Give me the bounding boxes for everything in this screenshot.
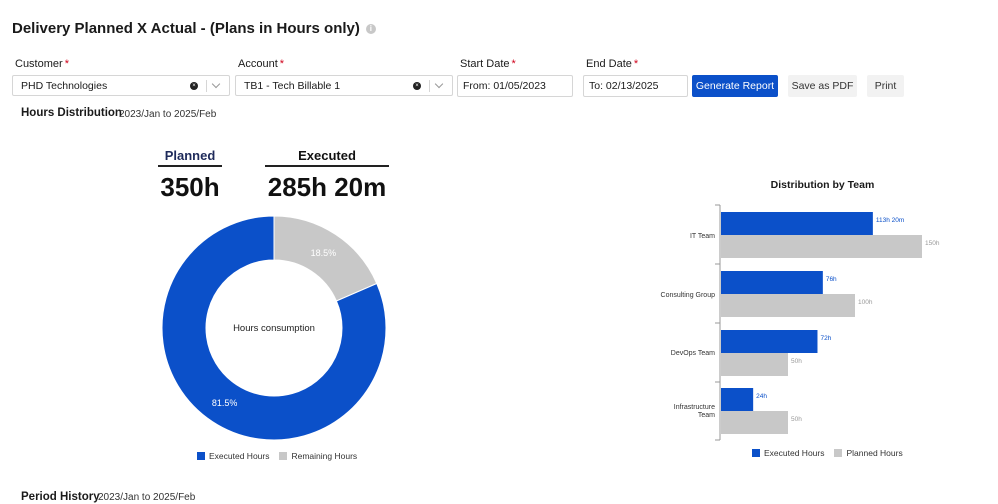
team-label-devops-team: DevOps Team	[670, 350, 715, 357]
account-select[interactable]: TB1 - Tech Billable 1 ×	[235, 75, 453, 96]
planned-label: Planned	[164, 148, 216, 163]
chevron-down-icon[interactable]	[434, 79, 444, 89]
devops-team-executed-value-label: 72h	[820, 335, 831, 342]
end-date-input[interactable]: To: 02/13/2025	[583, 75, 688, 97]
executed-percent-label: 81.5%	[212, 398, 238, 408]
consulting-group-planned-bar[interactable]	[721, 294, 855, 317]
executed-value: 285h 20m	[267, 172, 387, 202]
account-select-value: TB1 - Tech Billable 1	[244, 79, 341, 92]
generate-report-button[interactable]: Generate Report	[692, 75, 778, 97]
planned-hours-legend-swatch	[834, 449, 843, 457]
customer-label: Customer *	[15, 58, 69, 70]
remaining-slice[interactable]	[273, 215, 378, 302]
executed-label: Executed	[298, 148, 356, 163]
distribution-by-team-bar-chart: 113h 20m 150h 76h 100h 72h 50h 24h 50h	[715, 204, 940, 441]
remaining-legend-swatch	[279, 452, 288, 460]
executed-hours-legend-label: Executed Hours	[764, 448, 825, 458]
clear-customer-icon[interactable]: ×	[190, 81, 198, 90]
executed-underline	[265, 165, 389, 167]
infrastructure-team-planned-bar[interactable]	[721, 411, 788, 434]
period-history-title: Period History	[21, 491, 100, 503]
planned-hours-legend-label: Planned Hours	[846, 448, 903, 458]
team-label-infrastructure-team: Infrastructure Team	[673, 404, 715, 419]
chevron-down-icon[interactable]	[211, 79, 221, 89]
team-label-consulting-group: Consulting Group	[660, 292, 715, 299]
hours-consumption-donut-chart: 18.5% 81.5% Hours consumption	[161, 215, 387, 441]
customer-select-value: PHD Technologies	[21, 79, 108, 92]
donut-center-label: Hours consumption	[233, 323, 315, 334]
hours-distribution-title: Hours Distribution	[21, 107, 122, 119]
planned-underline	[158, 165, 222, 167]
it-team-planned-bar[interactable]	[721, 235, 922, 258]
bar-legend: Executed Hours Planned Hours	[752, 448, 903, 458]
hours-distribution-range: 2023/Jan to 2025/Feb	[119, 109, 217, 120]
consulting-group-planned-value-label: 100h	[858, 299, 873, 306]
devops-team-executed-bar[interactable]	[721, 330, 818, 353]
page-title: Delivery Planned X Actual - (Plans in Ho…	[12, 20, 376, 37]
remaining-percent-label: 18.5%	[311, 248, 337, 258]
start-date-label: Start Date *	[460, 58, 516, 70]
devops-team-planned-value-label: 50h	[791, 358, 802, 365]
end-date-label: End Date *	[586, 58, 639, 70]
team-label-it-team: IT Team	[689, 233, 715, 240]
consulting-group-executed-bar[interactable]	[721, 271, 823, 294]
start-date-input[interactable]: From: 01/05/2023	[457, 75, 573, 97]
info-icon[interactable]: i	[365, 23, 376, 34]
infrastructure-team-executed-bar[interactable]	[721, 388, 754, 411]
planned-value: 350h	[160, 172, 220, 202]
infrastructure-team-executed-value-label: 24h	[756, 393, 767, 400]
donut-legend: Executed Hours Remaining Hours	[197, 451, 357, 461]
it-team-planned-value-label: 150h	[925, 240, 940, 247]
page-title-text: Delivery Planned X Actual - (Plans in Ho…	[12, 20, 360, 37]
executed-legend-swatch	[197, 452, 205, 460]
save-as-pdf-button[interactable]: Save as PDF	[788, 75, 857, 97]
select-separator	[429, 79, 430, 92]
executed-legend-label: Executed Hours	[209, 451, 270, 461]
executed-slice[interactable]	[161, 215, 387, 441]
clear-account-icon[interactable]: ×	[413, 81, 421, 90]
devops-team-planned-bar[interactable]	[721, 353, 788, 376]
executed-hours-legend-swatch	[752, 449, 760, 457]
customer-select[interactable]: PHD Technologies ×	[12, 75, 230, 96]
it-team-executed-value-label: 113h 20m	[876, 217, 904, 224]
account-label: Account *	[238, 58, 285, 70]
consulting-group-executed-value-label: 76h	[826, 276, 837, 283]
infrastructure-team-planned-value-label: 50h	[791, 416, 802, 423]
period-history-range: 2023/Jan to 2025/Feb	[98, 492, 196, 503]
it-team-executed-bar[interactable]	[721, 212, 873, 235]
print-button[interactable]: Print	[867, 75, 904, 97]
bar-chart-title: Distribution by Team	[770, 179, 875, 191]
select-separator	[206, 79, 207, 92]
remaining-legend-label: Remaining Hours	[291, 451, 358, 461]
